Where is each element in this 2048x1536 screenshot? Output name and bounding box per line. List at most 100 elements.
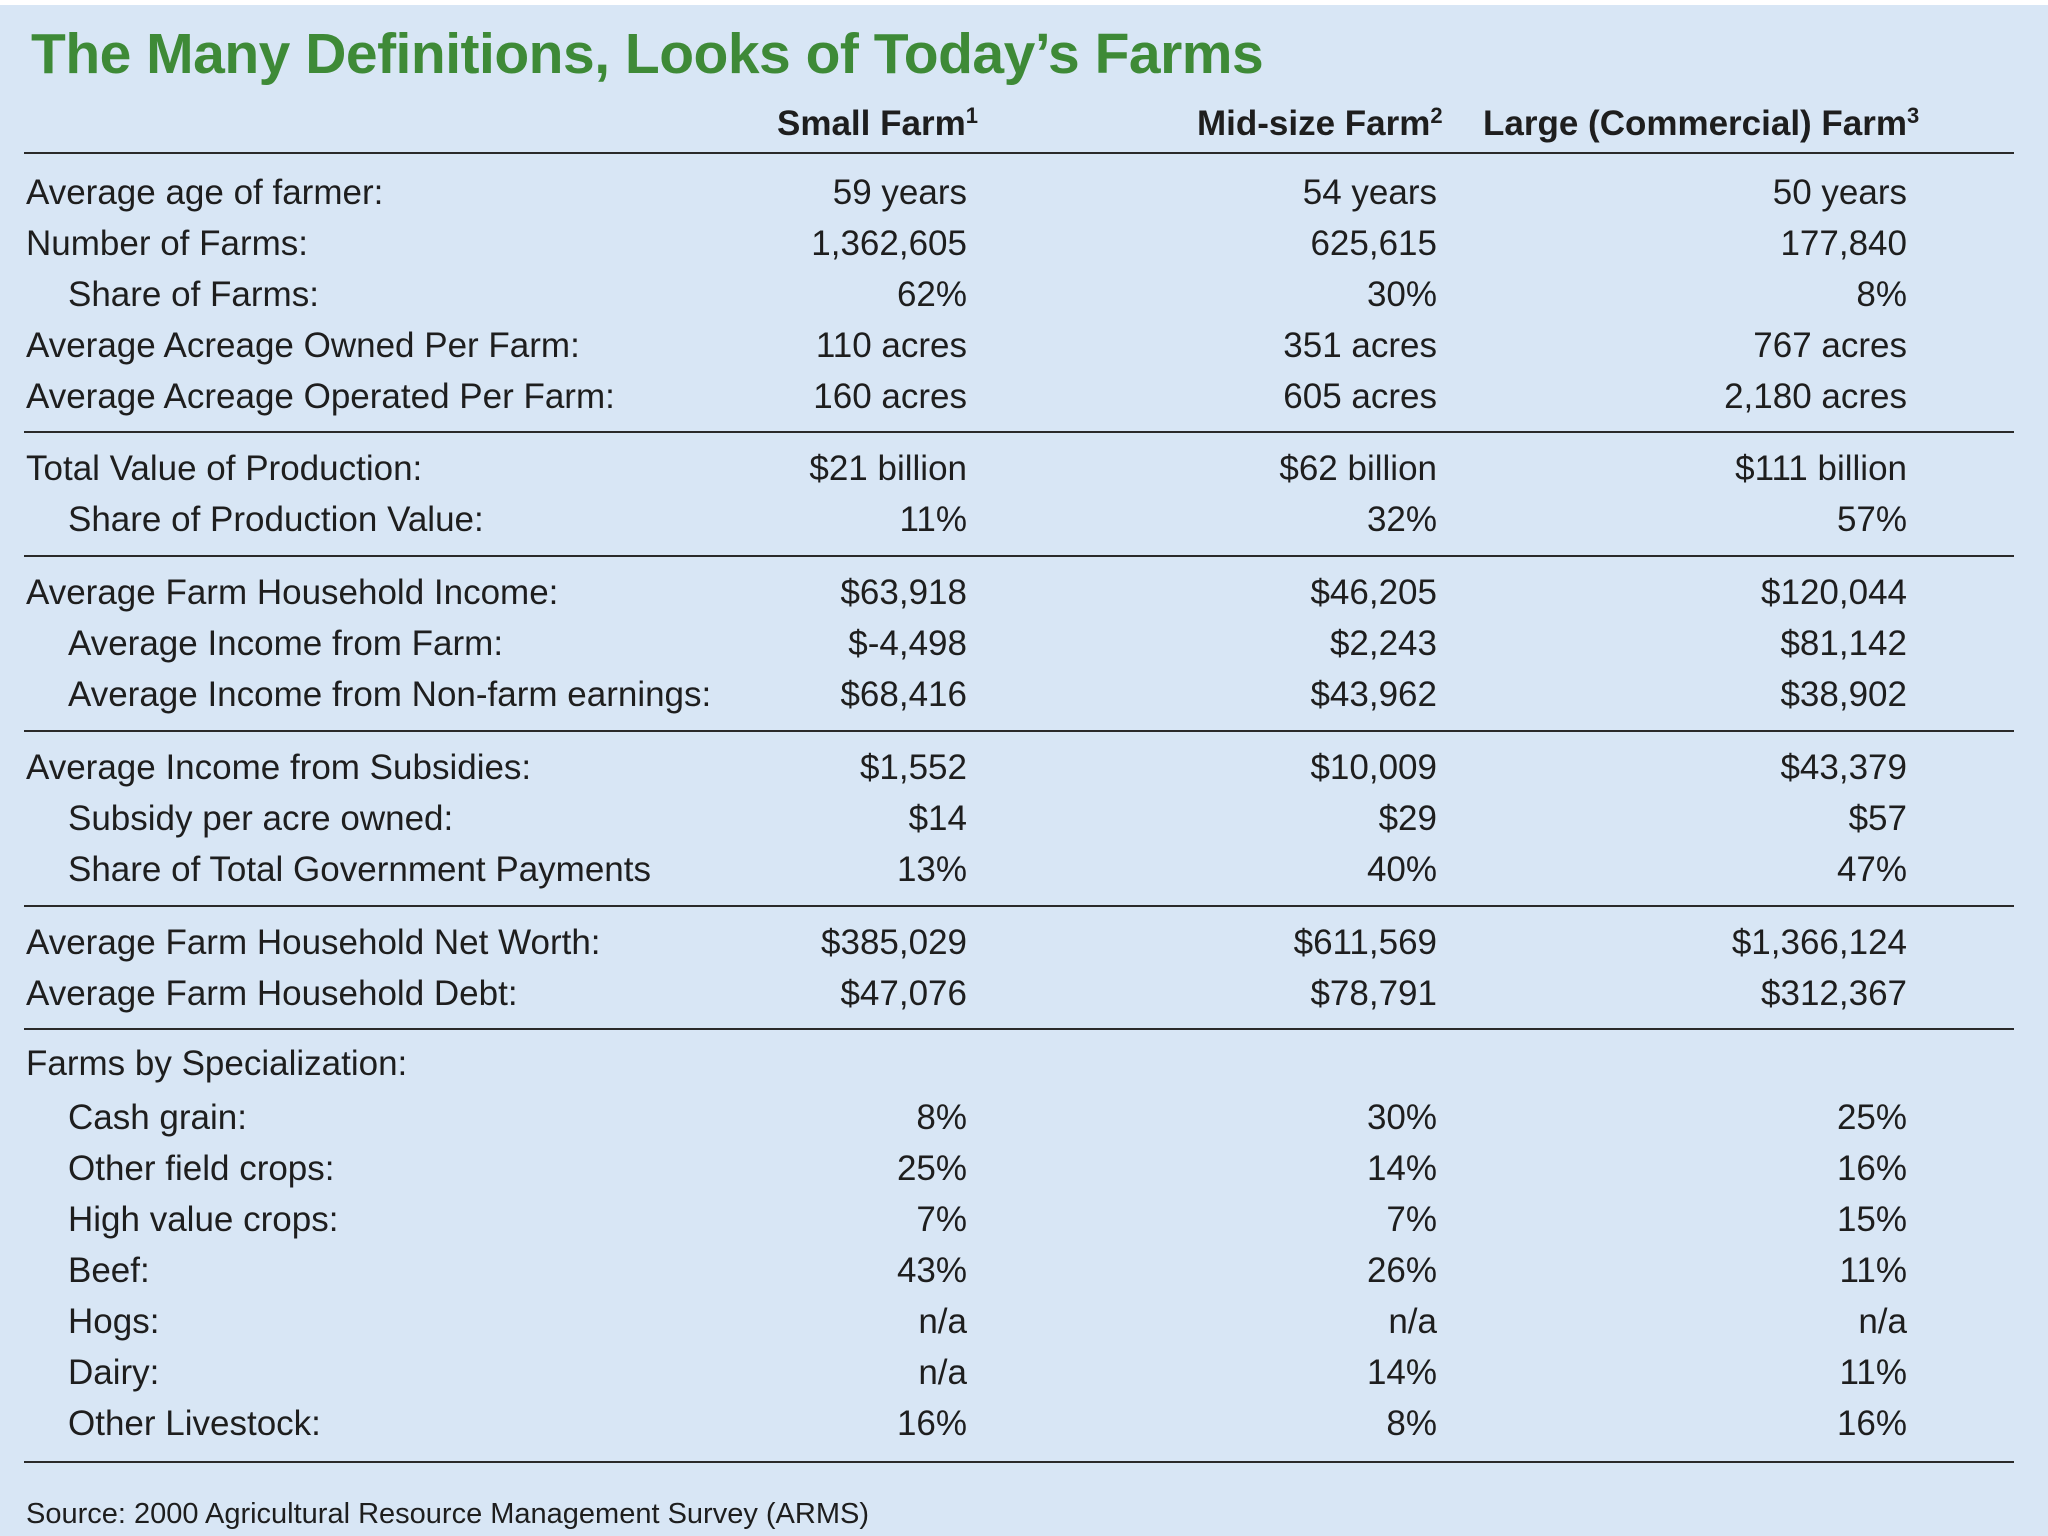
row-label: Average Farm Household Income: [26, 573, 559, 612]
cell-mid-size-farm: 625,615 [1310, 224, 1437, 263]
cell-small-farm: 25% [896, 1149, 967, 1188]
cell-mid-size-farm: $43,962 [1310, 675, 1437, 714]
cell-mid-size-farm: 14% [1366, 1149, 1437, 1188]
source-note: Source: 2000 Agricultural Resource Manag… [26, 1498, 869, 1530]
cell-small-farm: $21 billion [809, 449, 967, 488]
cell-small-farm: $-4,498 [848, 624, 967, 663]
table-row-share-gov-payments: Share of Total Government Payments 13% 4… [0, 844, 2048, 895]
cell-small-farm: 7% [916, 1200, 967, 1239]
cell-large-farm: 25% [1836, 1098, 1907, 1137]
row-label: Share of Farms: [68, 275, 319, 314]
cell-large-farm: 47% [1836, 850, 1907, 889]
row-label: Average Farm Household Net Worth: [26, 923, 601, 962]
table-row-farms-by-specialization: Farms by Specialization: [0, 1038, 2048, 1089]
table-row-net-worth: Average Farm Household Net Worth: $385,0… [0, 917, 2048, 968]
cell-small-farm: $63,918 [840, 573, 967, 612]
table-row-share-production-value: Share of Production Value: 11% 32% 57% [0, 494, 2048, 545]
table-row-dairy: Dairy: n/a 14% 11% [0, 1347, 2048, 1398]
cell-large-farm: 16% [1836, 1149, 1907, 1188]
cell-large-farm: $38,902 [1780, 675, 1907, 714]
cell-mid-size-farm: $10,009 [1310, 748, 1437, 787]
section-rule [24, 905, 2014, 907]
section-rule [24, 730, 2014, 732]
cell-large-farm: 16% [1836, 1404, 1907, 1443]
table-row-high-value-crops: High value crops: 7% 7% 15% [0, 1194, 2048, 1245]
cell-mid-size-farm: 14% [1366, 1353, 1437, 1392]
cell-mid-size-farm: 54 years [1302, 173, 1437, 212]
table-row-total-value-production: Total Value of Production: $21 billion $… [0, 443, 2048, 494]
table-row-income-non-farm: Average Income from Non-farm earnings: $… [0, 669, 2048, 720]
cell-small-farm: 13% [896, 850, 967, 889]
table-row-subsidy-per-acre: Subsidy per acre owned: $14 $29 $57 [0, 793, 2048, 844]
footer-rule [24, 1461, 2014, 1463]
row-label: Cash grain: [68, 1098, 247, 1137]
cell-small-farm: $1,552 [859, 748, 967, 787]
row-label: Average Acreage Operated Per Farm: [26, 377, 615, 416]
table-row-beef: Beef: 43% 26% 11% [0, 1245, 2048, 1296]
cell-mid-size-farm: 32% [1366, 500, 1437, 539]
cell-large-farm: 11% [1839, 1353, 1907, 1392]
row-label: Farms by Specialization: [26, 1044, 408, 1083]
footnote-marker: 1 [965, 103, 978, 128]
cell-small-farm: $14 [908, 799, 967, 838]
row-label: Beef: [68, 1251, 150, 1290]
row-label: Average Income from Non-farm earnings: [68, 675, 712, 714]
cell-large-farm: 15% [1836, 1200, 1907, 1239]
cell-mid-size-farm: 351 acres [1283, 326, 1437, 365]
cell-small-farm: $385,029 [821, 923, 967, 962]
table-row-hogs: Hogs: n/a n/a n/a [0, 1296, 2048, 1347]
cell-mid-size-farm: $611,569 [1293, 923, 1437, 962]
cell-large-farm: n/a [1858, 1302, 1907, 1341]
cell-mid-size-farm: 40% [1366, 850, 1437, 889]
row-label: High value crops: [68, 1200, 339, 1239]
cell-large-farm: 177,840 [1780, 224, 1907, 263]
cell-large-farm: 8% [1856, 275, 1907, 314]
table-row-income-from-farm: Average Income from Farm: $-4,498 $2,243… [0, 618, 2048, 669]
table-row-other-field-crops: Other field crops: 25% 14% 16% [0, 1143, 2048, 1194]
row-label: Total Value of Production: [26, 449, 423, 488]
row-label: Number of Farms: [26, 224, 308, 263]
column-header-label: Small Farm [777, 104, 966, 143]
cell-mid-size-farm: $62 billion [1279, 449, 1437, 488]
cell-small-farm: 1,362,605 [811, 224, 967, 263]
cell-large-farm: 57% [1836, 500, 1907, 539]
cell-large-farm: $1,366,124 [1731, 923, 1907, 962]
cell-mid-size-farm: 7% [1386, 1200, 1437, 1239]
page-title: The Many Definitions, Looks of Today’s F… [31, 22, 1264, 86]
cell-small-farm: n/a [918, 1353, 967, 1392]
table-row-acreage-owned: Average Acreage Owned Per Farm: 110 acre… [0, 320, 2048, 371]
column-header-label: Mid-size Farm [1197, 104, 1431, 143]
table-row-income-subsidies: Average Income from Subsidies: $1,552 $1… [0, 742, 2048, 793]
row-label: Dairy: [68, 1353, 160, 1392]
cell-small-farm: $68,416 [840, 675, 967, 714]
row-label: Hogs: [68, 1302, 160, 1341]
cell-small-farm: 16% [896, 1404, 967, 1443]
cell-large-farm: $111 billion [1735, 449, 1907, 488]
row-label: Average age of farmer: [26, 173, 384, 212]
table-row-other-livestock: Other Livestock: 16% 8% 16% [0, 1398, 2048, 1449]
cell-small-farm: 8% [916, 1098, 967, 1137]
table-row-household-income: Average Farm Household Income: $63,918 $… [0, 567, 2048, 618]
column-header-label: Large (Commercial) Farm [1483, 104, 1908, 143]
row-label: Subsidy per acre owned: [68, 799, 454, 838]
cell-mid-size-farm: 26% [1366, 1251, 1437, 1290]
cell-small-farm: 160 acres [813, 377, 967, 416]
cell-mid-size-farm: 30% [1366, 1098, 1437, 1137]
cell-large-farm: $312,367 [1761, 974, 1907, 1013]
cell-mid-size-farm: $46,205 [1310, 573, 1437, 612]
cell-mid-size-farm: 30% [1366, 275, 1437, 314]
row-label: Share of Total Government Payments [68, 850, 651, 889]
table-row-average-age: Average age of farmer: 59 years 54 years… [0, 167, 2048, 218]
cell-mid-size-farm: 8% [1386, 1404, 1437, 1443]
table-row-household-debt: Average Farm Household Debt: $47,076 $78… [0, 968, 2048, 1019]
cell-mid-size-farm: $78,791 [1310, 974, 1437, 1013]
cell-mid-size-farm: 605 acres [1283, 377, 1437, 416]
cell-large-farm: 11% [1839, 1251, 1907, 1290]
cell-mid-size-farm: $29 [1378, 799, 1437, 838]
column-header-large-farm: Large (Commercial) Farm3 [1483, 103, 1919, 144]
row-label: Average Acreage Owned Per Farm: [26, 326, 580, 365]
row-label: Share of Production Value: [68, 500, 484, 539]
cell-small-farm: 59 years [832, 173, 967, 212]
cell-large-farm: 767 acres [1753, 326, 1907, 365]
cell-large-farm: $120,044 [1761, 573, 1907, 612]
